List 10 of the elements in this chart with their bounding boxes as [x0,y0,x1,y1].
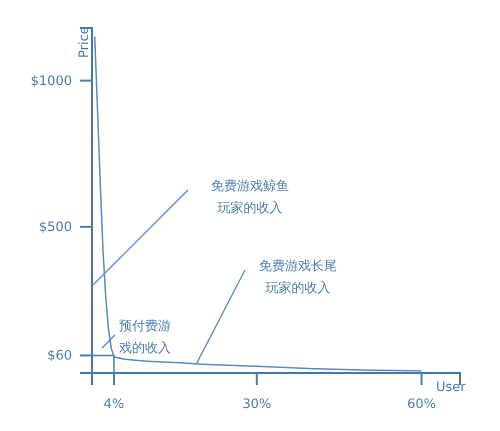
x-tick-label: 60% [407,397,436,412]
x-axis-title: User [436,380,466,395]
y-tick-label: $60 [47,348,72,364]
annotation: 预付费游戏的收入 [119,319,171,356]
x-tick-label: 4% [104,397,124,412]
annotation: 免费游戏长尾玩家的收入 [259,259,337,296]
y-tick-label: $1000 [30,74,72,89]
y-tick-label: $500 [38,220,72,235]
annotation: 免费游戏鲸鱼玩家的收入 [211,179,289,216]
x-tick-label: 30% [242,397,272,412]
